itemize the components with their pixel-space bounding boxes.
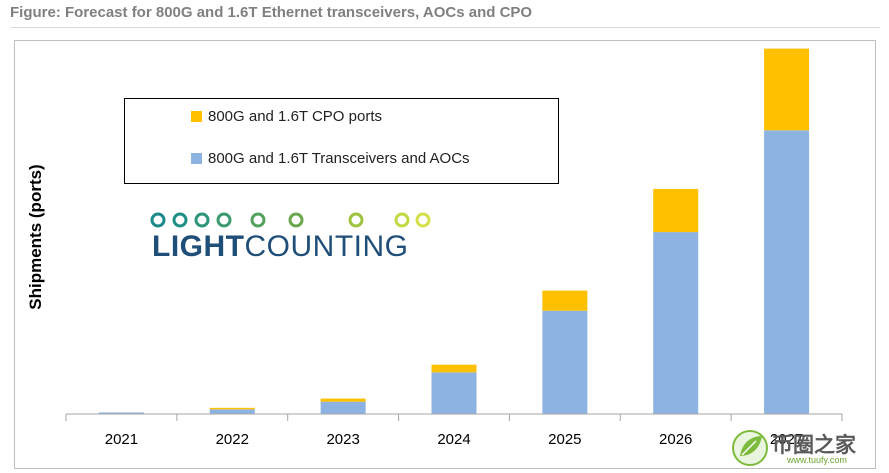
legend-label-transceivers: 800G and 1.6T Transceivers and AOCs — [208, 150, 470, 167]
bar-transceivers-2021 — [98, 412, 144, 414]
bar-transceivers-2023 — [320, 401, 366, 414]
bar-cpo-2024 — [431, 364, 477, 373]
bar-cpo-2025 — [542, 290, 588, 311]
chart-frame — [14, 40, 876, 469]
bar-transceivers-2027 — [764, 130, 810, 415]
bar-transceivers-2025 — [542, 310, 588, 414]
legend-swatch-cpo — [191, 111, 202, 122]
x-tick-label-2024: 2024 — [437, 431, 470, 448]
x-tick-label-2022: 2022 — [216, 431, 249, 448]
bar-cpo-2026 — [653, 188, 699, 233]
x-tick-label-2026: 2026 — [659, 431, 692, 448]
x-tick-label-2023: 2023 — [326, 431, 359, 448]
logo-text-bold: LIGHT — [152, 230, 245, 263]
legend-item-cpo: 800G and 1.6T CPO ports — [191, 108, 382, 125]
legend-item-transceivers: 800G and 1.6T Transceivers and AOCs — [191, 150, 470, 167]
bar-transceivers-2024 — [431, 372, 477, 414]
bar-cpo-2022 — [209, 407, 255, 410]
bar-transceivers-2022 — [209, 409, 255, 414]
legend: 800G and 1.6T CPO ports 800G and 1.6T Tr… — [124, 98, 559, 184]
x-tick-label-2027: 2027 — [770, 431, 803, 448]
lightcounting-logo-graphic — [140, 212, 438, 228]
leaf-icon — [732, 430, 768, 466]
y-axis-label: Shipments (ports) — [26, 164, 45, 310]
watermark-url: www.tuufy.com — [787, 455, 847, 465]
logo-text-rest: COUNTING — [244, 230, 409, 263]
bar-cpo-2027 — [764, 48, 810, 131]
x-tick-label-2025: 2025 — [548, 431, 581, 448]
legend-label-cpo: 800G and 1.6T CPO ports — [208, 108, 382, 125]
lightcounting-logo-text: LIGHTCOUNTING — [152, 230, 409, 264]
bar-transceivers-2026 — [653, 232, 699, 414]
watermark-brand: 币圈之家 — [772, 434, 856, 457]
figure-title: Figure: Forecast for 800G and 1.6T Ether… — [10, 4, 880, 28]
x-tick-label-2021: 2021 — [105, 431, 138, 448]
legend-swatch-transceivers — [191, 153, 202, 164]
bar-cpo-2023 — [320, 398, 366, 402]
